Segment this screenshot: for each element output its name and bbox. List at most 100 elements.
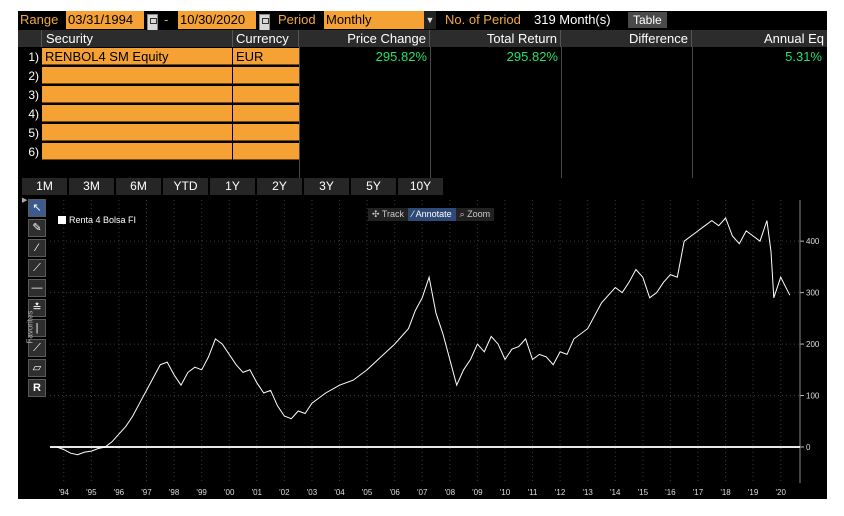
caret-right-icon: ▶ bbox=[22, 197, 28, 204]
crosshair-icon: ✣ bbox=[372, 209, 382, 219]
row-number: 6) bbox=[28, 145, 39, 159]
header-difference[interactable]: Difference bbox=[561, 30, 692, 47]
security-cell[interactable]: RENBOL4 SM Equity bbox=[42, 48, 232, 65]
tab-1y[interactable]: 1Y bbox=[210, 178, 256, 195]
tab-6m[interactable]: 6M bbox=[116, 178, 162, 195]
start-date-field[interactable]: 03/31/1994 bbox=[66, 11, 144, 29]
pencil-icon: ⁄ bbox=[412, 209, 416, 219]
security-cell[interactable] bbox=[42, 86, 232, 103]
header-total-return[interactable]: Total Return bbox=[430, 30, 561, 47]
trend-line-icon[interactable]: ⁄ bbox=[28, 239, 46, 257]
range-separator: - bbox=[164, 12, 169, 27]
y-tick-label: 0 bbox=[806, 443, 811, 452]
y-tick-label: 300 bbox=[806, 289, 820, 298]
drawing-toolbar: ▶ ↖ ✎ ⁄ ⟋ — ≛ | ⟋ ▱ R Favorites bbox=[22, 196, 50, 414]
tab-2y[interactable]: 2Y bbox=[257, 178, 303, 195]
row-number: 4) bbox=[28, 107, 39, 121]
security-cell[interactable] bbox=[42, 105, 232, 122]
x-tick-label: '99 bbox=[196, 488, 207, 497]
y-tick-label: 200 bbox=[806, 340, 820, 349]
zoom-button[interactable]: ⌕ Zoom bbox=[455, 208, 495, 221]
annotate-button[interactable]: ⁄ Annotate bbox=[408, 208, 456, 221]
x-tick-label: '96 bbox=[114, 488, 125, 497]
tab-ytd[interactable]: YTD bbox=[163, 178, 209, 195]
magnifier-icon: ⌕ bbox=[459, 209, 468, 219]
header-annual-eq[interactable]: Annual Eq bbox=[692, 30, 827, 47]
x-tick-label: '94 bbox=[59, 488, 70, 497]
x-tick-label: '17 bbox=[693, 488, 704, 497]
column-divider bbox=[692, 47, 693, 178]
chart-area: '94 '95 '96 '97 '98 '99 '00 '01 '02 '03 '04 '05 '06 '… bbox=[18, 196, 827, 499]
x-tick-label: '98 bbox=[169, 488, 180, 497]
range-bar: Range 03/31/1994 - 10/30/2020 Period Mon… bbox=[18, 11, 827, 32]
period-label: Period bbox=[278, 12, 316, 27]
currency-cell[interactable] bbox=[233, 124, 299, 141]
row-number: 2) bbox=[28, 69, 39, 83]
row-number: 5) bbox=[28, 126, 39, 140]
reset-icon[interactable]: R bbox=[28, 379, 46, 397]
y-tick-label: 400 bbox=[806, 237, 820, 246]
x-tick-label: '19 bbox=[748, 488, 759, 497]
fibonacci-icon[interactable]: ≛ bbox=[28, 299, 46, 317]
tab-10y[interactable]: 10Y bbox=[398, 178, 444, 195]
row-number: 3) bbox=[28, 88, 39, 102]
header-security[interactable]: Security bbox=[42, 30, 233, 47]
column-divider bbox=[430, 47, 431, 178]
x-tick-label: '04 bbox=[334, 488, 345, 497]
chevron-down-icon[interactable]: ▼ bbox=[424, 11, 436, 29]
currency-cell[interactable] bbox=[233, 143, 299, 160]
y-tick-label: 100 bbox=[806, 392, 820, 401]
tab-5y[interactable]: 5Y bbox=[351, 178, 397, 195]
x-tick-label: '16 bbox=[665, 488, 676, 497]
security-cell[interactable] bbox=[42, 67, 232, 84]
difference-value bbox=[561, 48, 689, 65]
cursor-arrow-icon[interactable]: ↖ bbox=[28, 199, 46, 217]
ray-line-icon[interactable]: ⟋ bbox=[28, 259, 46, 277]
segment-line-icon[interactable]: ⟋ bbox=[28, 339, 46, 357]
x-tick-label: '15 bbox=[638, 488, 649, 497]
x-tick-label: '00 bbox=[224, 488, 235, 497]
period-tabs: 1M 3M 6M YTD 1Y 2Y 3Y 5Y 10Y bbox=[18, 178, 827, 195]
table-button[interactable]: Table bbox=[628, 12, 667, 28]
x-tick-label: '09 bbox=[472, 488, 483, 497]
legend-entry[interactable]: Renta 4 Bolsa FI bbox=[69, 215, 137, 225]
favorites-label[interactable]: Favorites bbox=[25, 310, 35, 344]
security-cell[interactable] bbox=[42, 124, 232, 141]
period-select[interactable]: Monthly bbox=[324, 11, 424, 29]
header-currency[interactable]: Currency bbox=[233, 30, 299, 47]
x-tick-label: '01 bbox=[252, 488, 263, 497]
header-price-change[interactable]: Price Change bbox=[299, 30, 430, 47]
end-date-field[interactable]: 10/30/2020 bbox=[178, 11, 256, 29]
num-period-label: No. of Period bbox=[445, 12, 521, 27]
x-tick-label: '13 bbox=[582, 488, 593, 497]
column-divider bbox=[561, 47, 562, 178]
header-rownum bbox=[18, 30, 42, 47]
track-button[interactable]: ✣ Track bbox=[368, 208, 409, 221]
x-tick-label: '06 bbox=[389, 488, 400, 497]
pencil-icon[interactable]: ✎ bbox=[28, 219, 46, 237]
tab-1m[interactable]: 1M bbox=[22, 178, 68, 195]
price-change-value: 295.82% bbox=[375, 49, 427, 64]
x-tick-label: '14 bbox=[610, 488, 621, 497]
currency-cell[interactable] bbox=[233, 86, 299, 103]
currency-cell[interactable]: EUR bbox=[233, 48, 299, 65]
x-tick-label: '18 bbox=[720, 488, 731, 497]
security-cell[interactable] bbox=[42, 143, 232, 160]
price-chart[interactable]: '94 '95 '96 '97 '98 '99 '00 '01 '02 '03 '04 '05 '06 '… bbox=[18, 196, 827, 499]
range-label: Range bbox=[20, 12, 59, 27]
x-tick-label: '97 bbox=[141, 488, 152, 497]
horizontal-line-icon[interactable]: — bbox=[28, 279, 46, 297]
tab-3m[interactable]: 3M bbox=[69, 178, 115, 195]
currency-cell[interactable] bbox=[233, 67, 299, 84]
tab-3y[interactable]: 3Y bbox=[304, 178, 350, 195]
x-tick-label: '95 bbox=[86, 488, 97, 497]
vertical-line-icon[interactable]: | bbox=[28, 319, 46, 337]
currency-cell[interactable] bbox=[233, 105, 299, 122]
channel-icon[interactable]: ▱ bbox=[28, 359, 46, 377]
x-tick-label: '12 bbox=[555, 488, 566, 497]
x-tick-label: '08 bbox=[445, 488, 456, 497]
total-return-value: 295.82% bbox=[506, 49, 558, 64]
x-tick-label: '02 bbox=[279, 488, 290, 497]
terminal-screen: Range 03/31/1994 - 10/30/2020 Period Mon… bbox=[18, 11, 827, 499]
row-number: 1) bbox=[28, 50, 39, 64]
